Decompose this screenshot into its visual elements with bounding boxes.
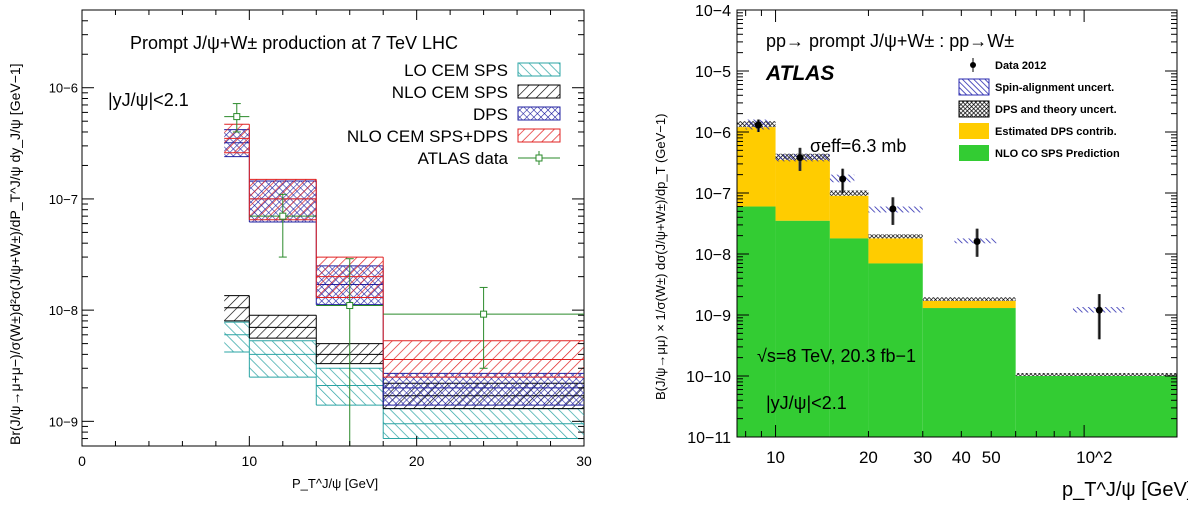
dps-theory-uncert-bin3 <box>868 234 923 239</box>
left-y-axis-label: Br(J/ψ→μ+μ−)/σ(W±)d²σ(J/ψ+W±)/dP_T^J/ψ d… <box>7 63 23 445</box>
left-legend-swatch-3 <box>517 128 561 143</box>
left-xtick-label-2: 20 <box>409 453 425 469</box>
right-xtick-label-5: 10^2 <box>1076 448 1112 467</box>
left-x-axis-label: P_T^J/ψ [GeV] <box>292 476 378 491</box>
right-legend: Data 2012 Spin-alignment uncert. DPS and t… <box>958 58 1120 161</box>
left-legend-swatch-0 <box>517 62 561 77</box>
data-point-2 <box>346 302 354 310</box>
left-axes: 0 10 20 30 10−9 10−8 10−7 10−6 <box>49 9 592 469</box>
data-point-5 <box>1095 306 1103 314</box>
right-xtick-label-2: 30 <box>913 448 932 467</box>
data-point-3 <box>480 310 488 318</box>
dps-contrib-bin2 <box>829 195 869 239</box>
left-legend-label-data: ATLAS data <box>418 149 509 168</box>
left-legend-label-2: DPS <box>473 105 508 124</box>
right-plot-frame <box>736 9 1178 438</box>
left-rapidity-annotation: |yJ/ψ|<2.1 <box>108 90 189 110</box>
dps-theory-uncert-bin2 <box>829 190 869 196</box>
right-legend-label-3: Estimated DPS contrib. <box>995 126 1117 138</box>
right-legend-swatch-2 <box>958 100 990 118</box>
right-chart-title: pp→ prompt J/ψ+W± : pp→W± <box>766 31 1014 51</box>
left-ytick-label-1: 10−8 <box>49 303 78 318</box>
right-rapidity-annotation: |yJ/ψ|<2.1 <box>766 393 847 413</box>
left-legend-label-1: NLO CEM SPS <box>392 83 508 102</box>
sps-prediction-bin4 <box>922 308 1016 437</box>
right-legend-label-4: NLO CO SPS Prediction <box>995 148 1120 160</box>
sps-prediction-bin1 <box>775 220 830 437</box>
energy-lumi-annotation: √s=8 TeV, 20.3 fb−1 <box>757 346 916 366</box>
left-ytick-label-3: 10−6 <box>49 81 78 96</box>
right-ytick-label-1: 10−10 <box>686 369 731 386</box>
left-ytick-label-0: 10−9 <box>49 414 78 429</box>
left-xtick-label-1: 10 <box>242 453 258 469</box>
left-legend-label-0: LO CEM SPS <box>404 61 508 80</box>
band-s0-bin1 <box>249 340 317 378</box>
right-x-axis-label: p_T^J/ψ [GeV] <box>1062 479 1188 501</box>
data-point-0 <box>233 113 241 121</box>
right-ytick-label-7: 10−4 <box>695 3 731 20</box>
dps-contrib-bin1 <box>775 159 830 221</box>
left-legend-data-marker <box>535 154 543 162</box>
right-chart-marks <box>737 119 1177 437</box>
right-ytick-label-6: 10−5 <box>695 64 731 81</box>
dps-contrib-bin3 <box>868 238 923 264</box>
right-axes: 10 20 30 40 50 10^2 10−11 10−10 10−9 10−8 10−7 10−6… <box>686 3 1178 467</box>
left-legend-swatch-1 <box>517 84 561 99</box>
sps-prediction-bin2 <box>829 238 869 437</box>
dps-contrib-bin4 <box>922 300 1016 309</box>
right-xtick-label-4: 50 <box>982 448 1001 467</box>
dps-theory-uncert-bin5 <box>1015 373 1177 376</box>
data-point-0 <box>754 121 762 129</box>
atlas-label: ATLAS <box>765 62 834 85</box>
right-legend-label-0: Data 2012 <box>995 60 1046 72</box>
data-point-1 <box>796 154 804 162</box>
right-ytick-label-4: 10−7 <box>695 186 731 203</box>
sps-prediction-bin0 <box>737 206 776 437</box>
right-legend-swatch-1 <box>958 78 990 96</box>
left-xtick-label-3: 30 <box>576 453 592 469</box>
left-ytick-label-2: 10−7 <box>49 192 78 207</box>
right-legend-swatch-3 <box>959 123 989 139</box>
left-legend: LO CEM SPS NLO CEM SPS DPS NLO CEM SPS+DPS A… <box>347 61 561 168</box>
dps-contrib-bin0 <box>737 127 776 207</box>
right-ytick-label-0: 10−11 <box>687 430 731 447</box>
band-s0-bin0 <box>224 322 250 353</box>
right-ytick-label-2: 10−9 <box>695 308 731 325</box>
left-legend-label-3: NLO CEM SPS+DPS <box>347 127 508 146</box>
right-ytick-label-5: 10−6 <box>695 125 731 142</box>
right-xtick-label-3: 40 <box>952 448 971 467</box>
band-s1-bin1 <box>249 315 317 339</box>
right-xtick-label-1: 20 <box>859 448 878 467</box>
left-chart-panel: 0 10 20 30 10−9 10−8 10−7 10−6 Prompt J/ψ+W± pr… <box>7 9 592 491</box>
right-xtick-label-0: 10 <box>766 448 785 467</box>
data-point-3 <box>889 205 897 213</box>
left-legend-swatch-2 <box>517 106 561 121</box>
sps-prediction-bin5 <box>1015 376 1177 437</box>
right-legend-label-1: Spin-alignment uncert. <box>995 82 1114 94</box>
left-plot-frame <box>81 9 585 447</box>
left-xtick-label-0: 0 <box>78 453 86 469</box>
data-point-1 <box>279 212 287 220</box>
data-point-2 <box>839 175 847 183</box>
right-legend-label-2: DPS and theory uncert. <box>995 104 1117 116</box>
dps-theory-uncert-bin4 <box>922 297 1016 301</box>
sigma-eff-annotation: σeff=6.3 mb <box>810 136 906 156</box>
right-y-axis-label: B(J/ψ→μμ) × 1/σ(W±) dσ(J/ψ+W±)/dp_T (GeV… <box>653 114 668 400</box>
right-legend-data-marker <box>970 62 976 68</box>
right-chart-panel: 10 20 30 40 50 10^2 10−11 10−10 10−9 10−8 10−7 10−6… <box>653 3 1188 501</box>
right-legend-swatch-4 <box>959 145 989 161</box>
left-chart-title: Prompt J/ψ+W± production at 7 TeV LHC <box>130 33 458 53</box>
data-point-4 <box>973 238 981 246</box>
sps-prediction-bin3 <box>868 263 923 437</box>
left-chart-marks <box>224 103 584 446</box>
right-ytick-label-3: 10−8 <box>695 247 731 264</box>
band-s2-bin3 <box>383 373 584 406</box>
